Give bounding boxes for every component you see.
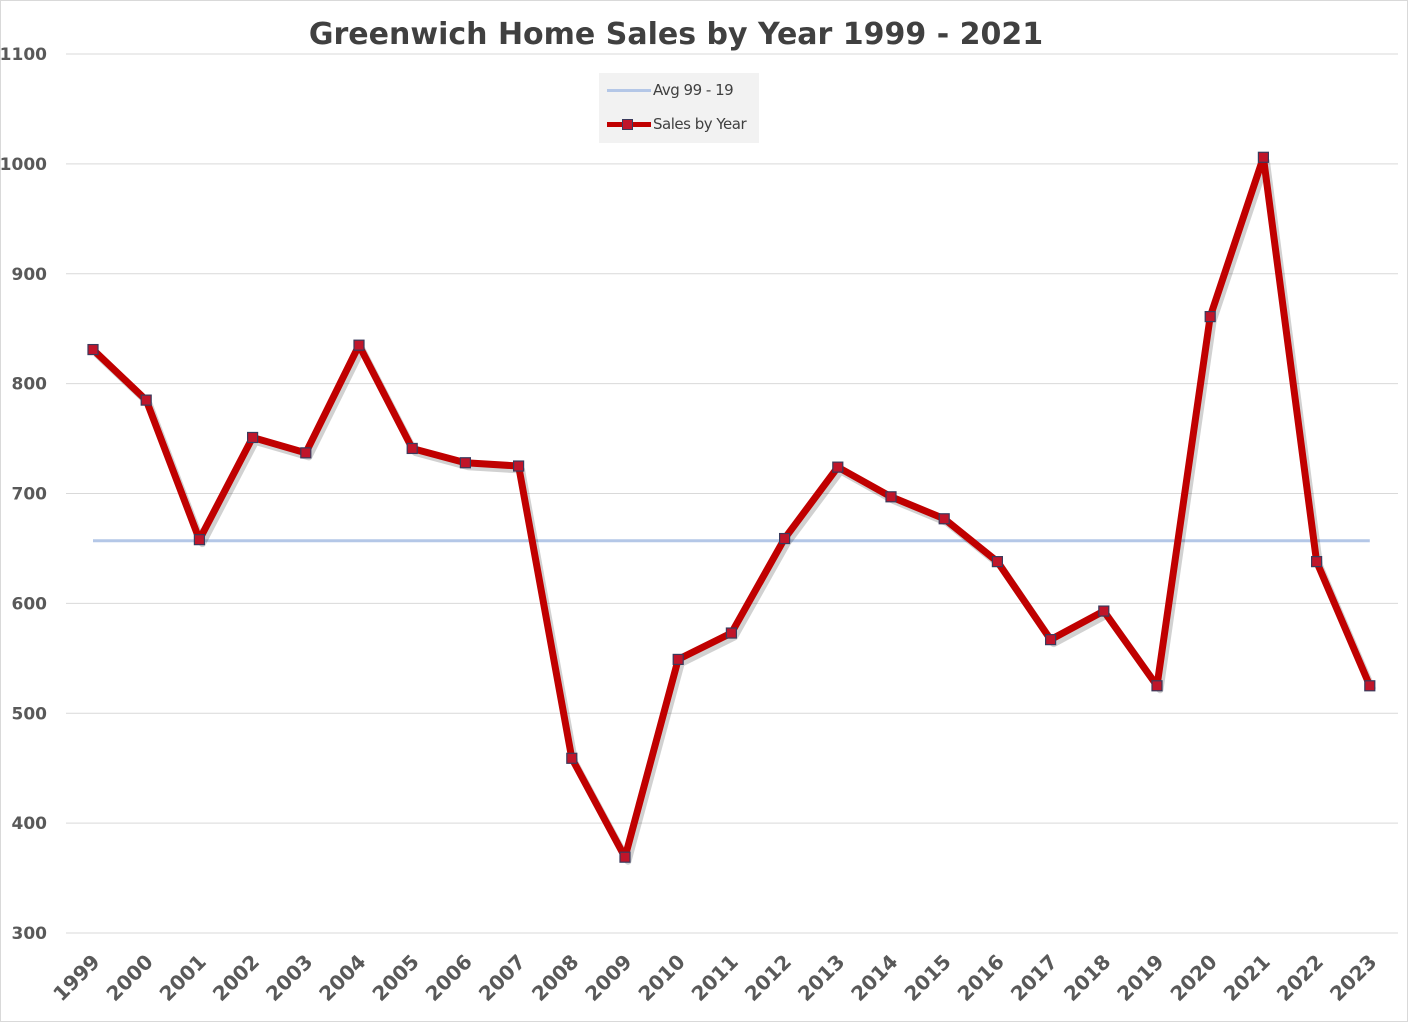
y-tick-label: 600 xyxy=(12,594,48,614)
sales-point-2003 xyxy=(300,447,312,459)
x-tick-label: 2021 xyxy=(1219,950,1275,1006)
x-tick-label: 2002 xyxy=(208,950,264,1006)
legend-label-avg: Avg 99 - 19 xyxy=(653,81,734,99)
x-tick-label: 2017 xyxy=(1006,950,1062,1006)
sales-point-2008 xyxy=(566,752,578,764)
legend-label-sales: Sales by Year xyxy=(653,115,747,133)
x-tick-label: 2008 xyxy=(527,950,583,1006)
sales-point-2019 xyxy=(1151,680,1163,692)
sales-line xyxy=(90,153,1374,861)
x-tick-label: 2007 xyxy=(474,950,530,1006)
sales-series xyxy=(87,151,1377,865)
sales-point-2018 xyxy=(1098,605,1110,617)
chart-title: Greenwich Home Sales by Year 1999 - 2021 xyxy=(308,17,1044,52)
x-tick-label: 2020 xyxy=(1165,950,1221,1006)
x-tick-label: 2003 xyxy=(261,950,317,1006)
x-tick-label: 2016 xyxy=(953,950,1009,1006)
x-tick-label: 2013 xyxy=(793,950,849,1006)
sales-point-2012 xyxy=(778,532,791,545)
sales-point-2011 xyxy=(725,627,738,639)
legend: Avg 99 - 19 Sales by Year xyxy=(599,73,759,143)
sales-point-2020 xyxy=(1204,311,1216,323)
sales-point-2015 xyxy=(938,513,950,525)
x-tick-label: 2018 xyxy=(1059,950,1115,1006)
sales-point-2009 xyxy=(619,851,631,863)
y-tick-label: 500 xyxy=(12,704,48,724)
gridlines xyxy=(66,53,1398,934)
sales-point-2023 xyxy=(1364,680,1376,692)
sales-point-2004 xyxy=(353,339,365,351)
x-tick-label: 2000 xyxy=(101,950,157,1006)
y-tick-label: 1000 xyxy=(1,155,47,175)
sales-point-2013 xyxy=(832,461,844,473)
sales-point-2010 xyxy=(672,653,684,666)
sales-point-2005 xyxy=(406,442,418,455)
y-tick-label: 1100 xyxy=(1,45,47,65)
legend-item-avg: Avg 99 - 19 xyxy=(599,75,759,105)
sales-point-2007 xyxy=(512,460,525,472)
sales-point-2006 xyxy=(459,457,471,469)
sales-point-2001 xyxy=(193,534,205,546)
sales-point-1999 xyxy=(87,343,99,356)
x-tick-label: 2001 xyxy=(155,950,211,1006)
sales-point-2000 xyxy=(140,394,152,406)
x-axis-ticks: 1999200020012002200320042005200620072008… xyxy=(48,950,1381,1006)
x-tick-label: 2006 xyxy=(421,950,477,1006)
x-tick-label: 2010 xyxy=(633,950,689,1006)
sales-point-2016 xyxy=(991,556,1004,568)
sales-point-2021 xyxy=(1257,151,1270,163)
y-axis-ticks: 1100 1000 900 800 700 600 500 400 300 xyxy=(1,45,47,944)
x-tick-label: 2023 xyxy=(1325,950,1381,1006)
legend-swatch-avg xyxy=(607,89,651,92)
x-tick-label: 2011 xyxy=(687,950,743,1006)
legend-item-sales: Sales by Year xyxy=(599,109,759,139)
x-tick-label: 2012 xyxy=(740,950,796,1006)
sales-point-2014 xyxy=(885,491,897,503)
y-tick-label: 300 xyxy=(12,924,48,944)
sales-point-2022 xyxy=(1310,556,1323,568)
x-tick-label: 2019 xyxy=(1112,950,1168,1006)
x-tick-label: 2015 xyxy=(899,950,955,1006)
y-tick-label: 800 xyxy=(12,375,48,395)
y-tick-label: 700 xyxy=(12,485,48,505)
x-tick-label: 1999 xyxy=(48,950,104,1006)
x-tick-label: 2005 xyxy=(367,950,423,1006)
x-tick-label: 2004 xyxy=(314,950,370,1006)
y-tick-label: 400 xyxy=(12,814,48,834)
sales-point-2017 xyxy=(1044,634,1057,646)
x-tick-label: 2022 xyxy=(1272,950,1328,1006)
x-tick-label: 2014 xyxy=(846,950,902,1006)
sales-point-2002 xyxy=(247,431,259,444)
y-tick-label: 900 xyxy=(12,265,48,285)
x-tick-label: 2009 xyxy=(580,950,636,1006)
legend-marker-sales xyxy=(622,119,633,130)
